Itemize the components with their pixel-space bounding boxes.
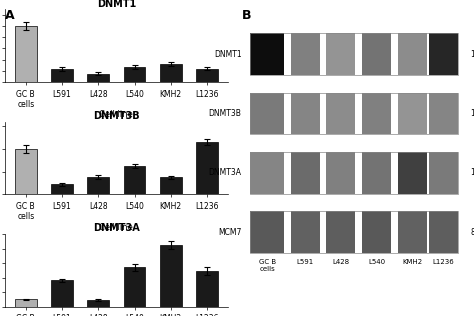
FancyBboxPatch shape — [429, 93, 458, 134]
Bar — [160, 64, 182, 82]
Bar — [51, 280, 73, 307]
Bar — [15, 26, 36, 82]
FancyBboxPatch shape — [362, 33, 391, 75]
Text: KMH2: KMH2 — [402, 259, 422, 265]
Text: L1236: L1236 — [433, 259, 455, 265]
FancyBboxPatch shape — [326, 33, 356, 75]
FancyBboxPatch shape — [362, 152, 391, 194]
FancyBboxPatch shape — [398, 211, 427, 253]
FancyBboxPatch shape — [291, 211, 319, 253]
Bar — [15, 299, 36, 307]
Text: MCM7: MCM7 — [218, 228, 241, 237]
Text: A: A — [5, 9, 14, 22]
FancyBboxPatch shape — [362, 211, 391, 253]
Bar — [160, 245, 182, 307]
Text: GC B
cells: GC B cells — [259, 259, 276, 272]
Bar — [196, 142, 218, 194]
Bar — [196, 271, 218, 307]
FancyBboxPatch shape — [398, 33, 427, 75]
FancyBboxPatch shape — [429, 152, 458, 194]
Bar — [51, 69, 73, 82]
Bar — [124, 67, 146, 82]
FancyBboxPatch shape — [429, 211, 458, 253]
FancyBboxPatch shape — [250, 152, 284, 194]
FancyBboxPatch shape — [291, 33, 319, 75]
Text: L591: L591 — [297, 259, 314, 265]
Bar — [196, 69, 218, 82]
Text: 130 kDa: 130 kDa — [472, 109, 474, 118]
Bar — [87, 177, 109, 194]
Title: DNMT1: DNMT1 — [97, 0, 136, 9]
FancyBboxPatch shape — [250, 33, 284, 75]
FancyBboxPatch shape — [250, 211, 284, 253]
Text: DNMT3B: DNMT3B — [209, 109, 241, 118]
Bar — [124, 166, 146, 194]
FancyBboxPatch shape — [398, 152, 427, 194]
FancyBboxPatch shape — [326, 211, 356, 253]
Text: DNMT3A: DNMT3A — [209, 168, 241, 177]
FancyBboxPatch shape — [250, 93, 284, 134]
Text: L428: L428 — [332, 259, 349, 265]
Bar — [160, 178, 182, 194]
Bar — [15, 149, 36, 194]
Text: L540: L540 — [368, 259, 385, 265]
Text: 190 kDa: 190 kDa — [472, 50, 474, 58]
FancyBboxPatch shape — [326, 93, 356, 134]
Title: DNMT3B: DNMT3B — [93, 111, 140, 121]
FancyBboxPatch shape — [326, 152, 356, 194]
Text: 80 kDa: 80 kDa — [472, 228, 474, 237]
Title: DNMT3A: DNMT3A — [93, 223, 140, 233]
X-axis label: Cell line: Cell line — [100, 223, 133, 232]
Bar — [87, 74, 109, 82]
FancyBboxPatch shape — [398, 93, 427, 134]
FancyBboxPatch shape — [291, 93, 319, 134]
FancyBboxPatch shape — [429, 33, 458, 75]
Text: B: B — [242, 9, 251, 22]
Bar — [87, 300, 109, 307]
FancyBboxPatch shape — [291, 152, 319, 194]
X-axis label: Cell line: Cell line — [100, 110, 133, 119]
FancyBboxPatch shape — [362, 93, 391, 134]
Bar — [124, 267, 146, 307]
Text: DNMT1: DNMT1 — [214, 50, 241, 58]
Bar — [51, 184, 73, 194]
Text: 110 kDa: 110 kDa — [472, 168, 474, 177]
